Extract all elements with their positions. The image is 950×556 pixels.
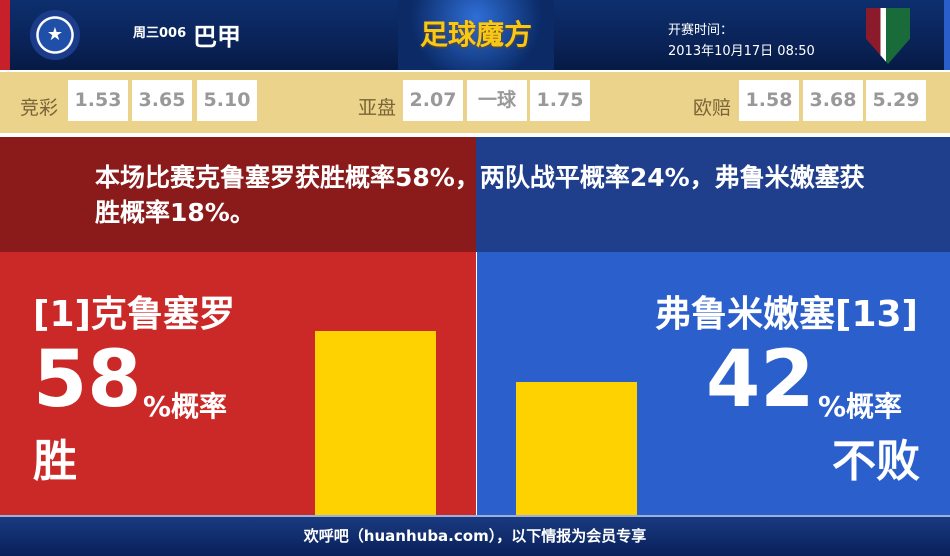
jingcai-odds-win: 1.53 xyxy=(68,80,128,121)
away-color-strip xyxy=(944,0,950,70)
jingcai-label: 竞彩 xyxy=(20,97,59,119)
home-percent-label: %概率 xyxy=(143,390,228,423)
home-probability-bar xyxy=(315,331,436,515)
home-color-strip xyxy=(0,0,10,70)
yapan-odds-home: 2.07 xyxy=(403,80,463,121)
yapan-odds-away: 1.75 xyxy=(530,80,590,121)
brand-text: 足球魔方 xyxy=(419,18,532,51)
match-number: 周三006 xyxy=(133,26,187,41)
summary-bg-away xyxy=(476,137,950,252)
oupei-odds-draw: 3.68 xyxy=(803,80,863,121)
odds-bar: 竞彩 1.53 3.65 5.10 亚盘 2.07 一球 1.75 欧赔 1.5… xyxy=(0,70,950,133)
yapan-handicap: 一球 xyxy=(467,80,527,121)
prediction-summary: 本场比赛克鲁塞罗获胜概率58%，两队战平概率24%，弗鲁米嫩塞获胜概率18%。 xyxy=(95,163,865,227)
footer-text[interactable]: 欢呼吧（huanhuba.com），以下情报为会员专享 xyxy=(303,527,647,545)
jingcai-odds-lose: 5.10 xyxy=(197,80,257,121)
away-probability-bar xyxy=(516,382,637,515)
away-percent-label: %概率 xyxy=(818,390,903,423)
away-percent: 42 xyxy=(706,335,815,425)
home-result: 胜 xyxy=(33,436,77,487)
brand-logo: 足球魔方 xyxy=(398,0,554,70)
home-team-name: [1]克鲁塞罗 xyxy=(33,294,235,335)
league-name: 巴甲 xyxy=(193,23,241,51)
kickoff-time: 2013年10月17日 08:50 xyxy=(668,44,815,59)
home-team-logo-icon: ★ xyxy=(30,10,80,60)
summary-bg-home xyxy=(0,137,476,252)
away-result: 不败 xyxy=(832,436,920,487)
jingcai-odds-draw: 3.65 xyxy=(132,80,192,121)
oupei-odds-win: 1.58 xyxy=(739,80,799,121)
oupei-label: 欧赔 xyxy=(693,97,732,119)
away-team-name: 弗鲁米嫩塞[13] xyxy=(654,294,918,335)
yapan-label: 亚盘 xyxy=(358,97,397,119)
oupei-odds-lose: 5.29 xyxy=(866,80,926,121)
kickoff-label: 开赛时间： xyxy=(668,23,734,38)
home-percent: 58 xyxy=(33,335,142,425)
footer-banner: 欢呼吧（huanhuba.com），以下情报为会员专享 xyxy=(0,515,950,556)
